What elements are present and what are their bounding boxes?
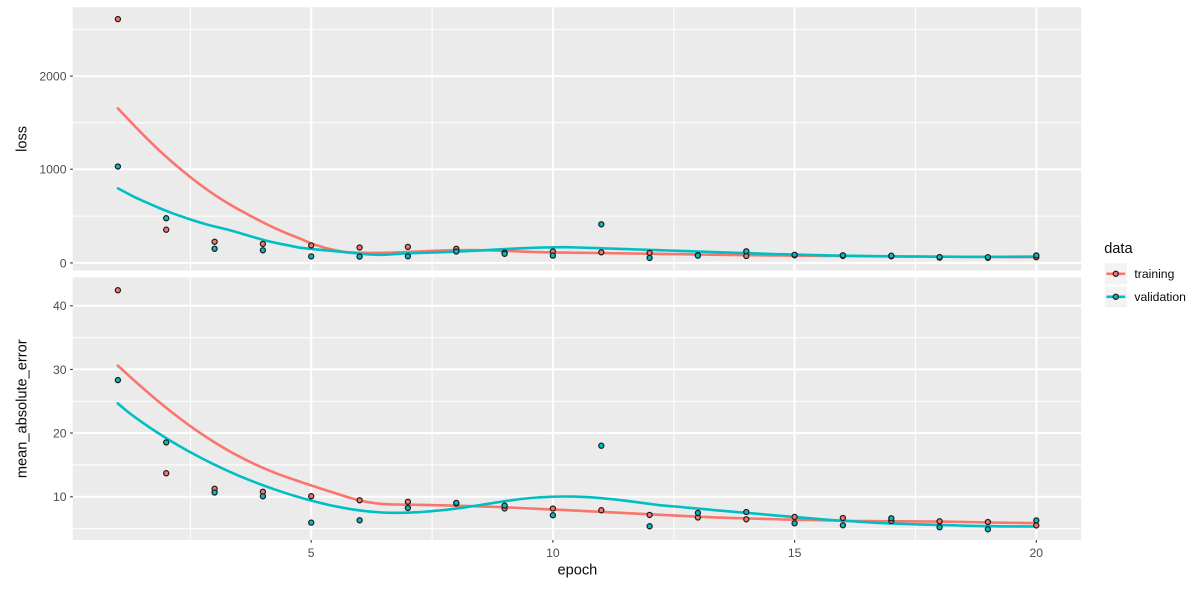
svg-text:10: 10 [546,546,560,560]
svg-text:20: 20 [53,426,67,440]
svg-text:10: 10 [53,490,67,504]
svg-text:training: training [1134,267,1174,281]
svg-text:mean_absolute_error: mean_absolute_error [15,339,31,478]
svg-text:30: 30 [53,363,67,377]
svg-text:validation: validation [1134,290,1186,304]
svg-text:1000: 1000 [39,163,66,177]
svg-text:15: 15 [788,546,802,560]
svg-text:5: 5 [308,546,315,560]
svg-text:loss: loss [15,126,31,152]
svg-text:0: 0 [60,256,67,270]
svg-text:20: 20 [1030,546,1044,560]
svg-text:40: 40 [53,299,67,313]
svg-text:epoch: epoch [558,563,598,579]
svg-text:2000: 2000 [39,70,66,84]
svg-text:data: data [1104,241,1133,257]
